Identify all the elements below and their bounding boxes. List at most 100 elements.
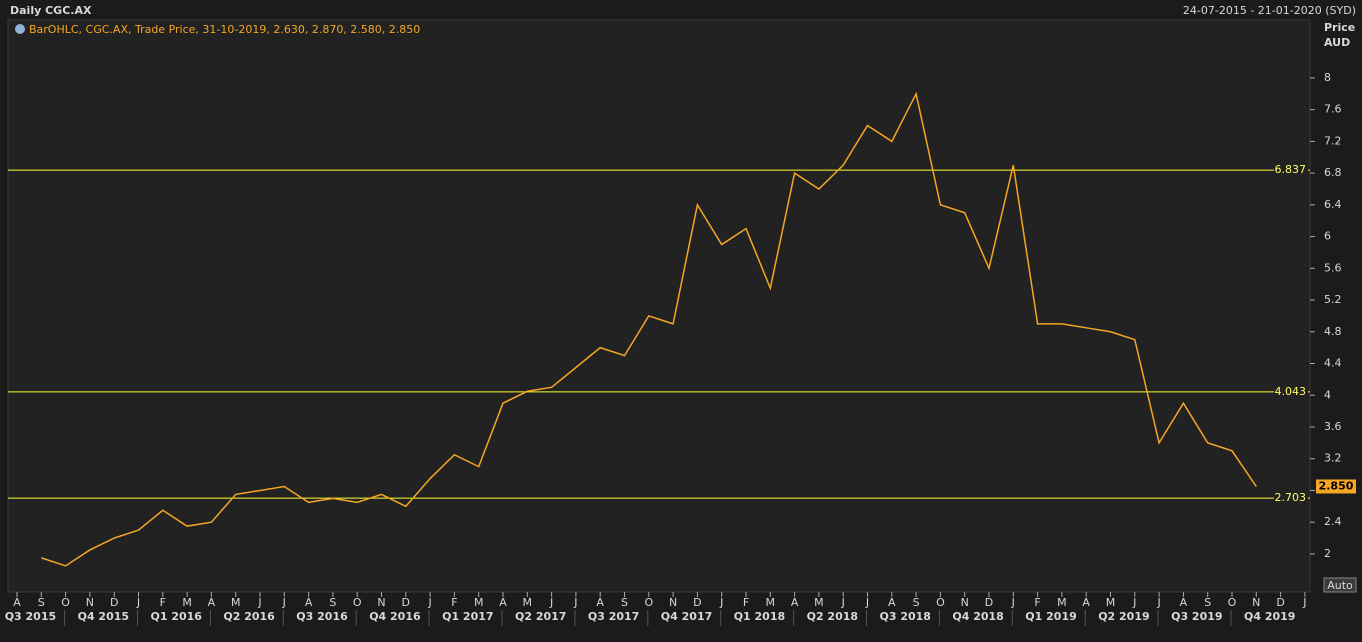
legend-icon[interactable] [15, 24, 25, 34]
x-tick-label: N [961, 596, 969, 609]
y-tick-label: 6.8 [1324, 166, 1342, 179]
x-tick-label: J [257, 596, 261, 609]
price-line [41, 91, 1257, 567]
x-tick-label: J [427, 596, 431, 609]
x-tick-label: J [282, 596, 286, 609]
level-label: 4.043 [1275, 385, 1307, 398]
x-tick-label: A [596, 596, 604, 609]
x-tick-label: J [1132, 596, 1136, 609]
level-label-bg [1274, 491, 1308, 506]
x-tick-label: O [644, 596, 653, 609]
quarter-label: Q3 2018 [880, 610, 931, 623]
plot-area [7, 19, 1311, 593]
x-tick-label: J [1156, 596, 1160, 609]
x-tick-label: M [766, 596, 776, 609]
x-tick-label: F [743, 596, 749, 609]
quarter-label: Q2 2017 [515, 610, 566, 623]
x-tick-label: N [86, 596, 94, 609]
quarter-label: Q3 2016 [296, 610, 348, 623]
auto-button-label: Auto [1327, 579, 1353, 592]
y-axis-label: Price [1324, 21, 1355, 34]
x-tick-label: J [549, 596, 553, 609]
quarter-label: Q1 2016 [151, 610, 203, 623]
x-tick-label: S [621, 596, 628, 609]
x-tick-label: N [669, 596, 677, 609]
level-label-bg [1274, 163, 1308, 178]
x-tick-label: O [936, 596, 945, 609]
x-tick-label: D [1276, 596, 1284, 609]
y-tick-label: 5.2 [1324, 293, 1342, 306]
x-tick-label: M [523, 596, 533, 609]
x-tick-label: O [1228, 596, 1237, 609]
y-tick-label: 4 [1324, 388, 1331, 401]
x-tick-label: O [61, 596, 70, 609]
y-tick-label: 4.4 [1324, 357, 1342, 370]
x-tick-label: J [865, 596, 869, 609]
x-tick-label: S [1204, 596, 1211, 609]
level-label: 6.837 [1275, 163, 1307, 176]
x-tick-label: F [451, 596, 457, 609]
x-tick-label: A [888, 596, 896, 609]
x-tick-label: M [182, 596, 192, 609]
legend-text: BarOHLC, CGC.AX, Trade Price, 31-10-2019… [29, 23, 420, 36]
date-range: 24-07-2015 - 21-01-2020 (SYD) [1183, 4, 1356, 17]
x-tick-label: S [329, 596, 336, 609]
x-tick-label: J [719, 596, 723, 609]
level-label: 2.703 [1275, 491, 1307, 504]
quarter-label: Q4 2016 [369, 610, 421, 623]
last-price-label: 2.850 [1319, 479, 1354, 492]
x-tick-label: A [13, 596, 21, 609]
x-tick-label: D [985, 596, 993, 609]
x-tick-label: A [1082, 596, 1090, 609]
y-tick-label: 6.4 [1324, 198, 1342, 211]
x-tick-label: F [1034, 596, 1040, 609]
quarter-label: Q1 2017 [442, 610, 493, 623]
y-tick-label: 7.2 [1324, 134, 1342, 147]
level-label-bg [1274, 384, 1308, 399]
y-tick-label: 8 [1324, 71, 1331, 84]
x-tick-label: O [353, 596, 362, 609]
chart-title: Daily CGC.AX [10, 4, 92, 17]
x-tick-label: J [136, 596, 140, 609]
x-tick-label: J [841, 596, 845, 609]
x-tick-label: S [38, 596, 45, 609]
quarter-label: Q4 2015 [78, 610, 129, 623]
x-tick-label: M [1057, 596, 1067, 609]
x-tick-label: M [1106, 596, 1116, 609]
quarter-label: Q2 2016 [223, 610, 275, 623]
x-tick-label: M [474, 596, 484, 609]
quarter-label: Q3 2017 [588, 610, 639, 623]
quarter-label: Q2 2019 [1098, 610, 1149, 623]
auto-button[interactable] [1323, 577, 1357, 593]
x-tick-label: N [377, 596, 385, 609]
quarter-label: Q4 2017 [661, 610, 712, 623]
y-tick-label: 5.6 [1324, 261, 1342, 274]
x-tick-label: A [1180, 596, 1188, 609]
quarter-label: Q4 2018 [952, 610, 1003, 623]
y-tick-label: 6 [1324, 230, 1331, 243]
x-tick-label: D [110, 596, 118, 609]
quarter-label: Q3 2019 [1171, 610, 1222, 623]
x-tick-label: A [305, 596, 313, 609]
y-tick-label: 2.4 [1324, 515, 1342, 528]
quarter-label: Q3 2015 [5, 610, 56, 623]
x-tick-label: M [814, 596, 824, 609]
x-tick-label: F [160, 596, 166, 609]
quarter-label: Q1 2018 [734, 610, 785, 623]
x-tick-label: A [499, 596, 507, 609]
x-tick-label: A [791, 596, 799, 609]
quarter-label: Q1 2019 [1025, 610, 1076, 623]
x-tick-label: J [1011, 596, 1015, 609]
x-tick-label: J [573, 596, 577, 609]
last-price-box [1316, 479, 1356, 494]
y-tick-label: 4.8 [1324, 325, 1342, 338]
y-axis-unit: AUD [1324, 36, 1350, 49]
x-tick-label: D [402, 596, 410, 609]
x-tick-label: S [913, 596, 920, 609]
x-tick-label: N [1252, 596, 1260, 609]
x-tick-label: J [1302, 596, 1306, 609]
y-tick-label: 7.6 [1324, 103, 1342, 116]
x-tick-label: M [231, 596, 241, 609]
